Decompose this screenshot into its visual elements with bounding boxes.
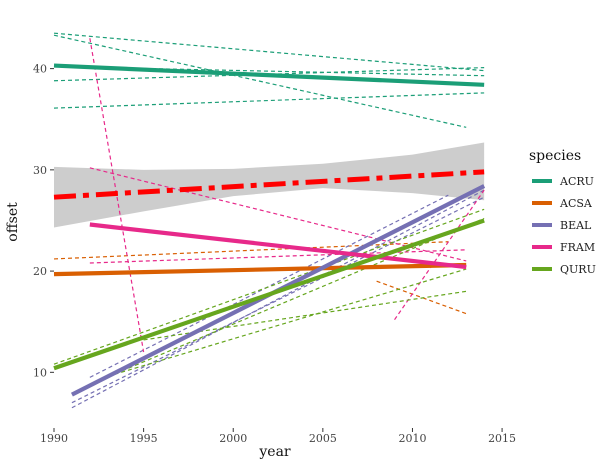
x-tick-label: 2000 bbox=[219, 432, 247, 445]
trend-line-quru bbox=[53, 218, 485, 371]
individual-line-acsa bbox=[53, 241, 449, 260]
individual-line-quru bbox=[143, 290, 467, 341]
y-tick-label: 30 bbox=[33, 164, 47, 177]
legend-label-beal: BEAL bbox=[560, 219, 592, 232]
trend-line-acru bbox=[53, 63, 485, 87]
y-tick-label: 40 bbox=[33, 63, 47, 76]
individual-line-beal bbox=[71, 189, 485, 409]
individual-line-fram bbox=[89, 167, 467, 262]
x-tick-label: 2010 bbox=[398, 432, 426, 445]
x-tick-label: 2015 bbox=[488, 432, 516, 445]
legend-label-acsa: ACSA bbox=[559, 197, 593, 210]
individual-line-acru bbox=[53, 92, 485, 109]
individual-line-quru bbox=[89, 217, 485, 386]
individual-line-acru bbox=[53, 34, 467, 128]
individual-line-fram bbox=[394, 189, 485, 321]
legend: species ACRU ACSA BEAL FRAM QURU bbox=[529, 148, 596, 276]
y-tick-label: 10 bbox=[33, 366, 47, 379]
individual-line-acsa bbox=[376, 280, 467, 315]
legend-label-quru: QURU bbox=[560, 263, 596, 276]
individual-lines-layer bbox=[53, 32, 485, 409]
trend-line-acsa bbox=[53, 262, 467, 277]
individual-line-acru bbox=[53, 32, 485, 72]
legend-title: species bbox=[529, 148, 581, 164]
x-tick-label: 1990 bbox=[40, 432, 68, 445]
species-trend-layer bbox=[53, 63, 486, 397]
y-tick-label: 20 bbox=[33, 265, 47, 278]
x-axis-title: year bbox=[258, 444, 291, 460]
trend-line-fram bbox=[89, 222, 467, 270]
axes: 1990 1995 2000 2005 2010 2015 10 20 30 40 bbox=[33, 63, 516, 445]
x-tick-label: 2005 bbox=[309, 432, 337, 445]
individual-line-acru bbox=[53, 67, 485, 82]
legend-label-acru: ACRU bbox=[559, 175, 594, 188]
individual-line-quru bbox=[53, 208, 485, 365]
individual-line-quru bbox=[107, 268, 467, 377]
legend-label-fram: FRAM bbox=[560, 241, 595, 254]
y-axis-title: offset bbox=[5, 202, 21, 242]
x-tick-label: 1995 bbox=[130, 432, 158, 445]
overall-trend-layer bbox=[53, 169, 485, 200]
overall-trend-line bbox=[53, 169, 485, 200]
